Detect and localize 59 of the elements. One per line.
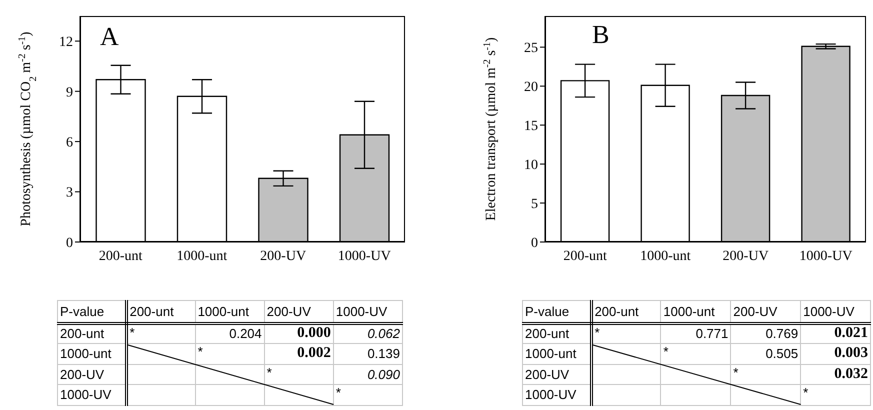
annotation: A [100,22,119,52]
y-tick-label: 5 [531,197,538,212]
y-tick-label: 20 [524,80,538,96]
text: 0.505 [766,346,798,362]
category-label: 1000-unt [195,300,264,323]
text: * [663,344,668,359]
annotation: B [592,20,610,50]
category-label: 1000-UV [525,387,576,402]
y-tick-label: 0 [531,236,538,251]
text: 0.771 [696,326,728,342]
x-tick-label: 1000-unt [176,248,228,264]
text: 0.090 [367,366,400,382]
category-label: 200-unt [525,326,570,342]
text: P-value [58,300,126,323]
category-label: 1000-UV [60,387,112,402]
text: * [594,324,600,340]
text: * [336,385,341,400]
y-tick-label: 15 [524,119,538,134]
y-tick-label: 9 [66,85,73,100]
x-tick-label: 1000-unt [640,248,691,264]
text: 0.003 [834,345,868,362]
text: * [130,324,135,340]
category-label: 200-UV [730,300,801,323]
category-label: 200-unt [126,300,196,323]
x-tick-label: 1000-UV [799,248,852,264]
category-label: 200-UV [525,366,570,382]
y-tick-label: 3 [66,186,73,201]
y-tick-label: 12 [59,35,73,50]
text: 0.021 [834,325,868,342]
y-tick-label: 10 [524,158,538,174]
text: 0.204 [229,326,262,342]
category-label: 1000-unt [525,346,576,362]
category-label: 1000-unt [660,300,731,323]
text: * [733,364,738,380]
text: 0.769 [766,326,798,342]
category-label: 1000-UV [800,300,870,323]
x-tick-label: 200-UV [260,248,306,264]
category-label: 200-unt [591,300,661,323]
category-label: 200-unt [60,326,104,342]
x-tick-label: 200-unt [98,248,143,264]
x-tick-label: 1000-UV [338,248,391,264]
text: 0.000 [297,325,331,342]
category-label: 200-UV [264,300,334,323]
text: P-value [522,300,592,323]
y-tick-label: 25 [524,41,538,56]
text: 0.062 [367,326,400,342]
y-tick-label: 0 [66,236,73,251]
category-label: 1000-UV [333,300,402,323]
text: * [266,364,272,380]
category-label: 200-UV [60,366,104,382]
text: * [803,385,808,400]
text: 0.002 [297,345,331,362]
category-label: 1000-unt [60,346,112,362]
x-tick-label: 200-unt [563,248,608,264]
text: 0.032 [834,366,868,382]
text: * [198,344,203,359]
y-tick-label: 6 [66,136,73,151]
text: 0.139 [367,346,400,362]
x-tick-label: 200-UV [722,248,769,264]
